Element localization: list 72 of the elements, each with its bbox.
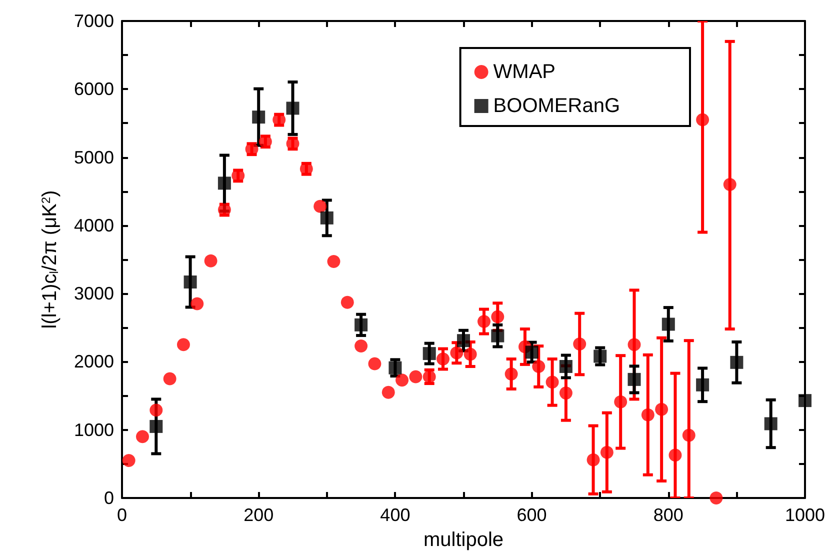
point <box>696 378 710 392</box>
x-tick-label: 1000 <box>784 505 826 525</box>
y-tick-label: 4000 <box>74 215 114 236</box>
x-tick-label: 200 <box>244 505 274 525</box>
point <box>682 428 696 442</box>
point <box>723 178 736 192</box>
point <box>136 430 149 444</box>
point <box>327 255 340 268</box>
point <box>594 350 607 363</box>
point <box>628 338 641 352</box>
point <box>314 200 327 213</box>
point <box>184 275 197 288</box>
point <box>600 446 614 459</box>
point <box>354 340 368 353</box>
x-axis-title: multipole <box>423 529 504 551</box>
point <box>730 356 744 369</box>
point <box>546 376 559 389</box>
point <box>176 338 190 352</box>
point <box>450 346 464 360</box>
point <box>655 402 668 416</box>
point <box>525 346 538 359</box>
point <box>409 370 422 384</box>
point <box>478 315 490 328</box>
point <box>662 318 675 331</box>
x-tick-label: 400 <box>380 505 410 525</box>
x-tick-label: 600 <box>516 505 547 525</box>
legend-label: WMAP <box>493 61 556 83</box>
point <box>354 318 368 332</box>
point <box>668 448 682 462</box>
x-tick-label: 0 <box>116 505 128 525</box>
point <box>614 395 628 408</box>
point <box>559 386 572 400</box>
point <box>696 113 710 126</box>
point <box>150 420 163 433</box>
point <box>252 110 266 124</box>
y-tick-label: 2000 <box>74 352 114 372</box>
point <box>573 338 586 350</box>
point <box>204 254 218 268</box>
point <box>641 408 654 422</box>
point <box>382 386 395 399</box>
point <box>218 176 231 190</box>
point <box>422 347 436 360</box>
point <box>388 361 402 374</box>
point <box>457 334 470 348</box>
y-tick-label: 1000 <box>74 420 114 440</box>
y-tick-label: 6000 <box>74 79 114 100</box>
point <box>190 297 204 310</box>
point <box>586 453 600 466</box>
point <box>628 372 641 386</box>
point <box>710 492 723 504</box>
point <box>396 374 409 387</box>
point <box>286 102 300 115</box>
point <box>436 352 450 366</box>
point <box>764 417 778 430</box>
point <box>368 357 382 370</box>
legend-label: BOOMERanG <box>493 95 620 117</box>
point <box>320 211 334 224</box>
point <box>798 394 812 408</box>
point <box>122 454 136 468</box>
point <box>491 310 504 324</box>
point <box>532 360 546 373</box>
point <box>464 348 477 361</box>
y-tick-label: 5000 <box>74 147 114 168</box>
y-tick-label: 3000 <box>74 284 114 304</box>
point <box>163 372 176 386</box>
point <box>340 296 354 309</box>
y-axis-title: l(l+1)cl/2π (μK2) <box>39 190 61 329</box>
y-tick-label: 7000 <box>74 11 114 31</box>
x-tick-label: 800 <box>653 505 684 525</box>
point <box>150 404 163 417</box>
point <box>504 367 518 380</box>
y-tick-label: 0 <box>104 488 114 508</box>
